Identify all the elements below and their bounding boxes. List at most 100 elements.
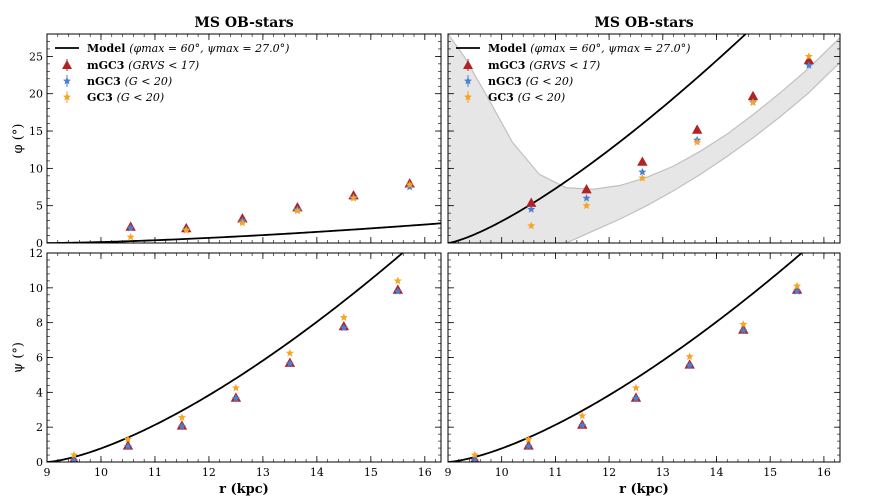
point-nGC3 [285, 359, 294, 367]
model-curve [47, 253, 404, 462]
y-tick-label: 15 [29, 125, 43, 138]
x-tick-label: 11 [148, 466, 162, 479]
point-mGC3 [581, 184, 592, 194]
point-GC3 [631, 383, 640, 392]
point-GC3 [739, 320, 748, 328]
point-GC3 [349, 194, 358, 202]
panel-title: MS OB-stars [594, 15, 693, 31]
point-nGC3 [69, 456, 78, 462]
plot-area [47, 178, 441, 243]
x-tick-label: 13 [256, 466, 270, 479]
y-axis-label: φ (°) [11, 124, 26, 154]
x-tick-label: 12 [202, 466, 216, 479]
point-nGC3 [582, 194, 591, 202]
y-tick-label: 0 [36, 237, 43, 250]
legend-model-label: Model (φmax = 60°, ψmax = 27.0°) [488, 42, 690, 55]
model-band [448, 34, 840, 243]
point-nGC3 [527, 205, 536, 213]
legend-marker-mGC3 [463, 60, 473, 69]
panel-top-right: MS OB-stars Model (φmax = 60°, ψmax = 27.… [447, 15, 841, 244]
y-tick-label: 25 [29, 50, 43, 63]
point-GC3 [405, 180, 414, 189]
plot-area [448, 253, 804, 462]
x-tick-label: 9 [445, 466, 452, 479]
x-tick-label: 10 [495, 466, 509, 479]
point-GC3 [524, 435, 533, 443]
point-GC3 [638, 173, 647, 182]
point-GC3 [293, 206, 302, 215]
x-tick-label: 16 [817, 466, 831, 479]
point-GC3 [685, 352, 694, 361]
model-band-upper [448, 34, 840, 190]
legend-marker-mGC3 [62, 60, 72, 69]
plot-area [448, 34, 840, 243]
x-tick-label: 14 [709, 466, 723, 479]
point-GC3 [749, 98, 757, 107]
point-GC3 [69, 450, 78, 459]
point-GC3 [793, 281, 802, 290]
y-tick-label: 6 [36, 352, 43, 365]
legend-label: GC3 (G < 20) [87, 91, 164, 104]
point-mGC3 [747, 90, 759, 101]
point-nGC3 [231, 394, 240, 402]
point-GC3 [470, 450, 479, 459]
legend-label: nGC3 (G < 20) [488, 75, 573, 88]
y-tick-label: 2 [36, 421, 43, 434]
x-tick-label: 9 [44, 466, 51, 479]
point-mGC3 [526, 197, 537, 207]
y-tick-label: 10 [29, 162, 43, 175]
point-nGC3 [177, 422, 186, 430]
y-tick-label: 12 [29, 247, 43, 260]
x-tick-label: 12 [602, 466, 616, 479]
plot-area [47, 253, 404, 462]
point-GC3 [393, 276, 402, 285]
legend-label: nGC3 (G < 20) [87, 75, 172, 88]
point-nGC3 [804, 61, 813, 69]
legend-marker-GC3 [464, 92, 472, 101]
point-GC3 [231, 383, 240, 392]
y-tick-label: 4 [36, 386, 43, 399]
point-nGC3 [126, 223, 135, 232]
point-nGC3 [793, 287, 802, 295]
point-GC3 [126, 232, 135, 241]
model-band-lower [565, 61, 840, 243]
point-mGC3 [637, 156, 648, 166]
panel-title: MS OB-stars [194, 15, 293, 31]
x-tick-label: 11 [548, 466, 562, 479]
y-tick-label: 0 [36, 456, 43, 469]
point-GC3 [182, 226, 191, 234]
axes-frame [447, 252, 841, 463]
point-nGC3 [631, 394, 640, 402]
point-nGC3 [339, 323, 348, 332]
point-nGC3 [470, 456, 479, 462]
point-nGC3 [578, 421, 587, 429]
y-tick-label: 10 [29, 282, 43, 295]
point-nGC3 [638, 167, 647, 176]
x-axis-label: r (kpc) [619, 482, 669, 497]
panel-top-left: 0 5 10 15 20 25 MS OB-stars φ (°) Model (φmax = … [11, 15, 442, 250]
legend-label: mGC3 (GRVS < 17) [87, 59, 199, 72]
y-tick-label: 8 [36, 317, 43, 330]
point-GC3 [804, 52, 813, 60]
x-tick-label: 13 [656, 466, 670, 479]
point-GC3 [238, 218, 247, 227]
x-axis-label: r (kpc) [219, 482, 269, 497]
x-tick-label: 15 [763, 466, 777, 479]
point-GC3 [177, 413, 186, 421]
point-GC3 [578, 411, 587, 420]
legend-label: mGC3 (GRVS < 17) [488, 59, 600, 72]
y-tick-label: 20 [29, 88, 43, 101]
y-tick-label: 5 [36, 200, 43, 213]
point-GC3 [339, 313, 348, 321]
point-nGC3 [123, 442, 132, 450]
legend-marker-GC3 [63, 92, 71, 101]
y-axis-label: ψ (°) [11, 342, 26, 373]
point-mGC3 [691, 124, 703, 134]
point-nGC3 [393, 287, 402, 295]
point-GC3 [285, 348, 294, 357]
point-GC3 [123, 435, 132, 443]
x-tick-label: 16 [418, 466, 432, 479]
model-curve [448, 34, 747, 243]
